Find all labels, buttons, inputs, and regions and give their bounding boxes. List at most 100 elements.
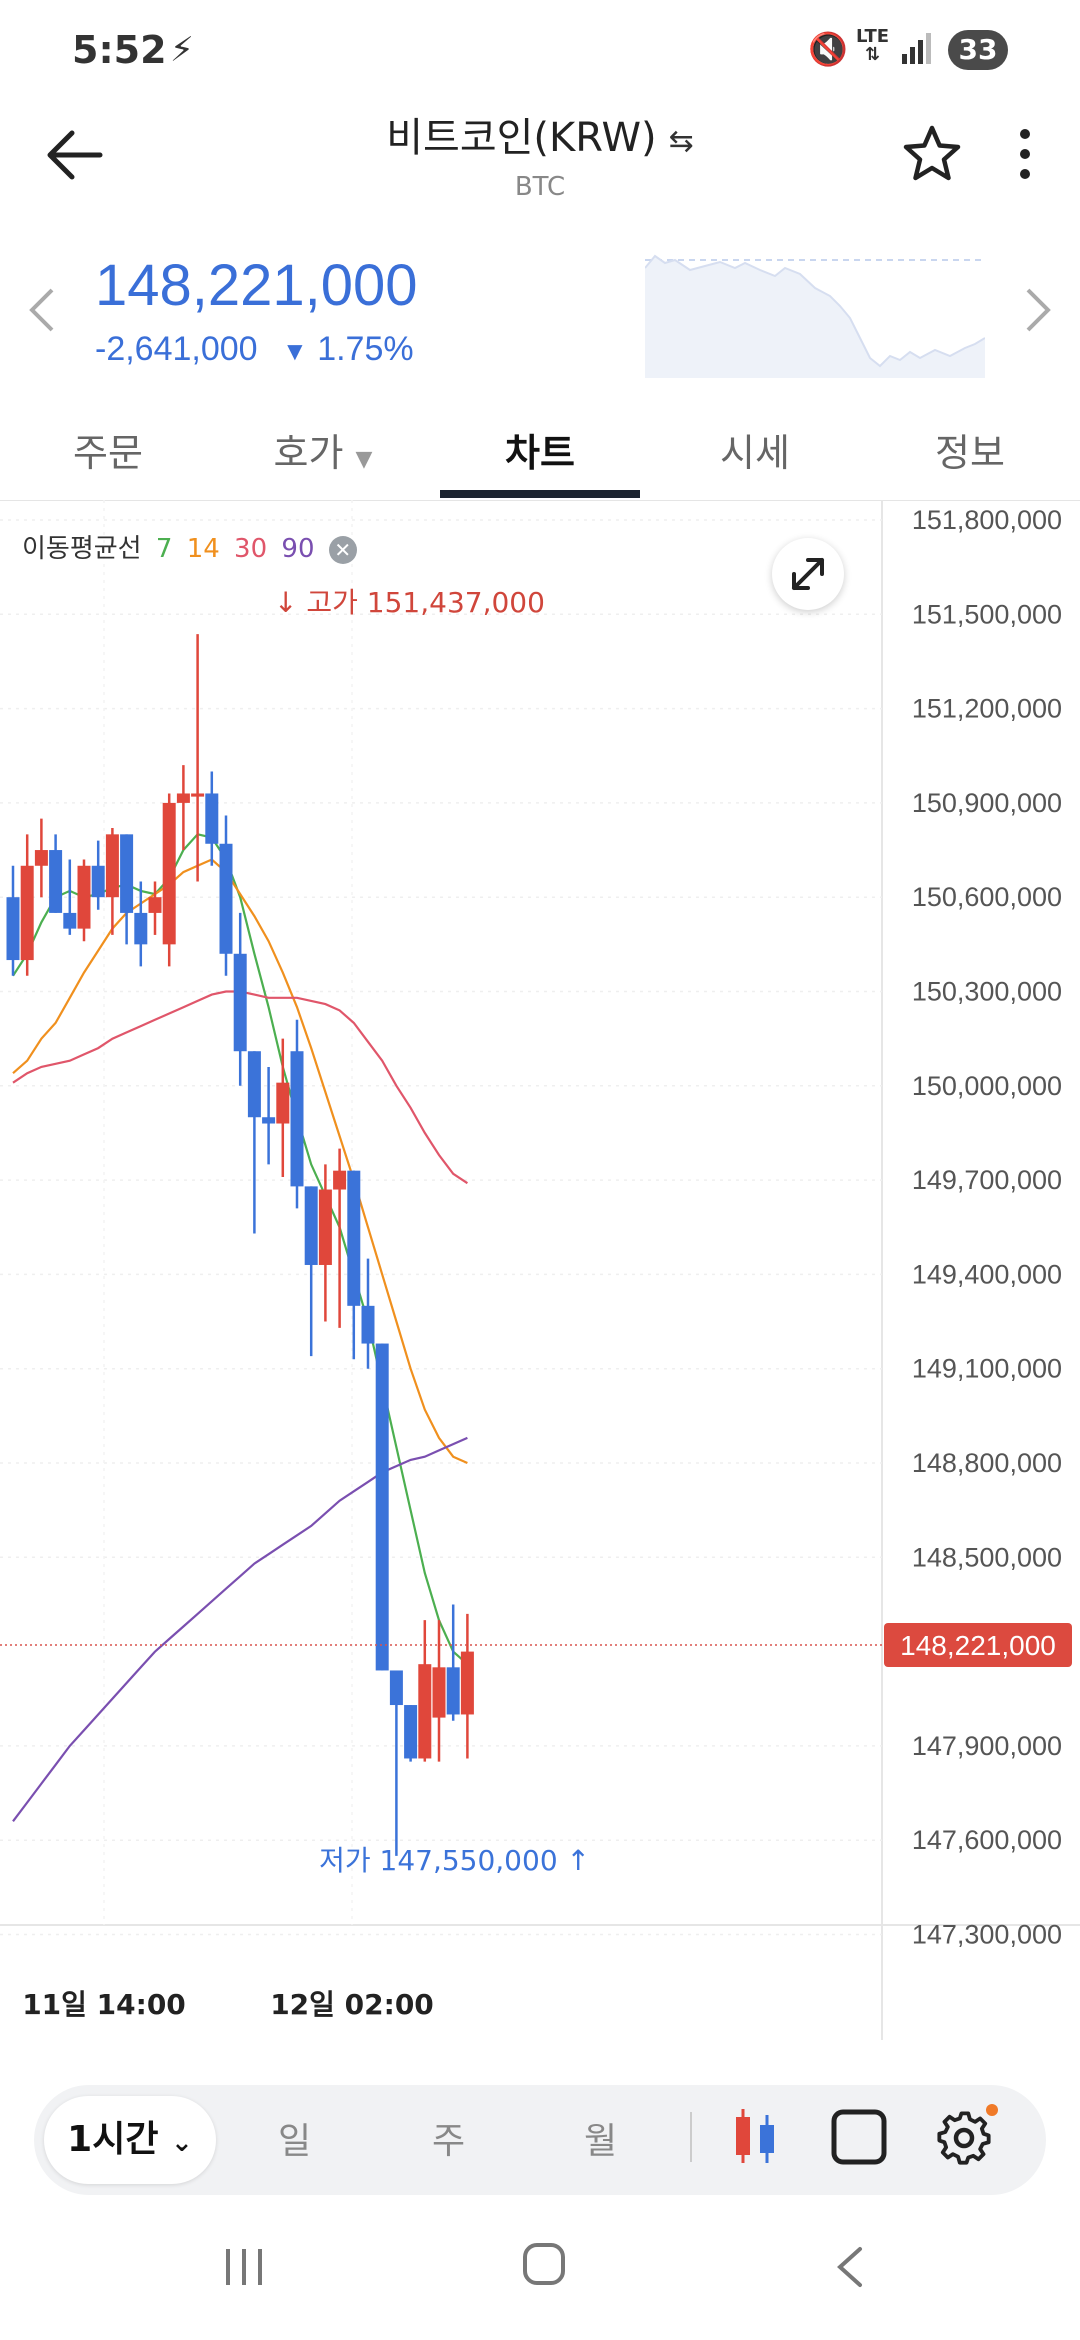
network-label: LTE ⇅ xyxy=(856,26,890,65)
candle-body xyxy=(6,897,20,961)
candle-body xyxy=(63,912,77,929)
interval-select[interactable]: 1시간 ⌄ xyxy=(44,2096,216,2184)
candle-body xyxy=(105,834,119,898)
candle-body xyxy=(120,834,134,913)
ma-legend-label: 이동평균선 xyxy=(22,534,142,564)
next-coin-icon[interactable] xyxy=(1018,285,1058,335)
drawing-square-icon[interactable] xyxy=(830,2108,888,2166)
candle-body xyxy=(191,793,205,797)
candle-body xyxy=(148,897,162,913)
active-tab-indicator xyxy=(440,490,640,498)
candle-body xyxy=(262,1117,276,1124)
candle-body xyxy=(290,1051,304,1187)
page-title[interactable]: 비트코인(KRW) ⇆ xyxy=(0,105,1080,163)
candle-body xyxy=(389,1670,403,1706)
y-tick-label: 147,300,000 xyxy=(912,1920,1062,1950)
candle-body xyxy=(418,1664,432,1759)
tab-trades[interactable]: 시세 xyxy=(720,431,790,475)
y-tick-label: 150,000,000 xyxy=(912,1071,1062,1101)
candle-body xyxy=(49,850,63,913)
period-month-button[interactable]: 월 xyxy=(584,2121,618,2162)
tab-bar: 주문 호가 ▼ 차트 시세 정보 xyxy=(0,410,1080,501)
low-price-label: 저가 147,550,000 ↑ xyxy=(319,1844,590,1877)
candle-body xyxy=(247,1051,261,1118)
current-price: 148,221,000 xyxy=(95,253,418,318)
y-tick-label: 151,800,000 xyxy=(912,505,1062,535)
signal-icon xyxy=(902,33,931,64)
ma-7-label: 7 xyxy=(155,534,173,564)
y-tick-label: 148,800,000 xyxy=(912,1448,1062,1478)
prev-coin-icon[interactable] xyxy=(22,285,62,335)
price-change: -2,641,000 xyxy=(95,330,258,368)
y-tick-label: 149,100,000 xyxy=(912,1354,1062,1384)
candle-body xyxy=(432,1667,446,1718)
swap-icon[interactable]: ⇆ xyxy=(668,124,694,159)
expand-icon[interactable] xyxy=(772,538,844,610)
candle-body xyxy=(219,843,233,954)
recent-apps-icon[interactable] xyxy=(220,2245,270,2289)
ma-90-label: 90 xyxy=(281,534,315,564)
period-week-button[interactable]: 주 xyxy=(432,2121,466,2162)
down-triangle-icon: ▼ xyxy=(282,336,308,366)
candle-body xyxy=(77,865,91,929)
y-tick-label: 150,300,000 xyxy=(912,977,1062,1007)
candle-type-icon[interactable] xyxy=(728,2105,784,2169)
notification-icon: ⚡ xyxy=(170,30,194,70)
price-change-percent: ▼ 1.75% xyxy=(282,330,414,369)
y-tick-label: 147,900,000 xyxy=(912,1731,1062,1761)
y-tick-label: 151,200,000 xyxy=(912,694,1062,724)
interval-label: 1시간 xyxy=(67,2119,159,2160)
candle-body xyxy=(404,1705,418,1759)
candle-body xyxy=(34,850,48,866)
ma-line-14 xyxy=(12,858,468,1465)
tab-info[interactable]: 정보 xyxy=(935,431,1005,475)
chevron-down-icon: ⌄ xyxy=(171,2128,193,2158)
candle-body xyxy=(233,953,247,1052)
ma-30-label: 30 xyxy=(234,534,268,564)
x-tick-label: 12일 02:00 xyxy=(270,1988,434,2021)
back-arrow-icon[interactable] xyxy=(40,120,110,190)
more-menu-icon[interactable] xyxy=(1010,122,1040,186)
y-tick-label: 150,900,000 xyxy=(912,788,1062,818)
high-price-label: ↓ 고가 151,437,000 xyxy=(274,586,545,619)
dropdown-caret-icon: ▼ xyxy=(355,447,373,472)
mini-sparkline xyxy=(645,254,985,378)
coin-title: 비트코인(KRW) xyxy=(386,115,657,161)
status-time: 5:52 xyxy=(72,28,167,72)
candle-body xyxy=(20,865,34,961)
y-tick-label: 148,500,000 xyxy=(912,1542,1062,1572)
candlestick-chart[interactable]: 151,800,000 151,500,000 151,200,000 150,900… xyxy=(0,500,1080,2040)
candle-body xyxy=(162,802,176,945)
candle-body xyxy=(361,1305,375,1344)
coin-symbol: BTC xyxy=(514,172,566,202)
y-tick-label: 151,500,000 xyxy=(912,599,1062,629)
tab-order[interactable]: 주문 xyxy=(73,431,143,475)
nav-back-icon[interactable] xyxy=(830,2245,870,2289)
mute-icon: 🔇 xyxy=(808,30,848,68)
ma-line-90 xyxy=(12,1436,468,1822)
x-tick-label: 11일 14:00 xyxy=(22,1988,186,2021)
period-day-button[interactable]: 일 xyxy=(278,2121,312,2162)
tab-orderbook-label: 호가 xyxy=(273,431,344,475)
y-tick-label: 149,700,000 xyxy=(912,1165,1062,1195)
change-percent-text: 1.75% xyxy=(317,330,414,368)
moving-average-legend[interactable]: 이동평균선 7 14 30 90 ✕ xyxy=(22,528,357,565)
candle-body xyxy=(446,1667,460,1715)
candle-body xyxy=(276,1082,290,1124)
current-price-badge xyxy=(884,1622,1072,1667)
candle-body xyxy=(333,1170,347,1190)
candle-body xyxy=(176,793,190,803)
home-icon[interactable] xyxy=(520,2240,570,2290)
y-tick-label: 149,400,000 xyxy=(912,1259,1062,1289)
candle-body xyxy=(134,912,148,945)
settings-gear-icon[interactable] xyxy=(932,2102,1000,2170)
y-tick-label: 150,600,000 xyxy=(912,882,1062,912)
toolbar-divider xyxy=(690,2112,692,2162)
candle-body xyxy=(318,1189,332,1265)
tab-chart[interactable]: 차트 xyxy=(505,431,575,475)
favorite-star-icon[interactable] xyxy=(900,122,964,186)
current-price-label: 148,221,000 xyxy=(900,1630,1056,1661)
close-ma-icon[interactable]: ✕ xyxy=(328,535,357,564)
tab-orderbook[interactable]: 호가 ▼ xyxy=(218,422,428,477)
candle-body xyxy=(347,1170,361,1306)
